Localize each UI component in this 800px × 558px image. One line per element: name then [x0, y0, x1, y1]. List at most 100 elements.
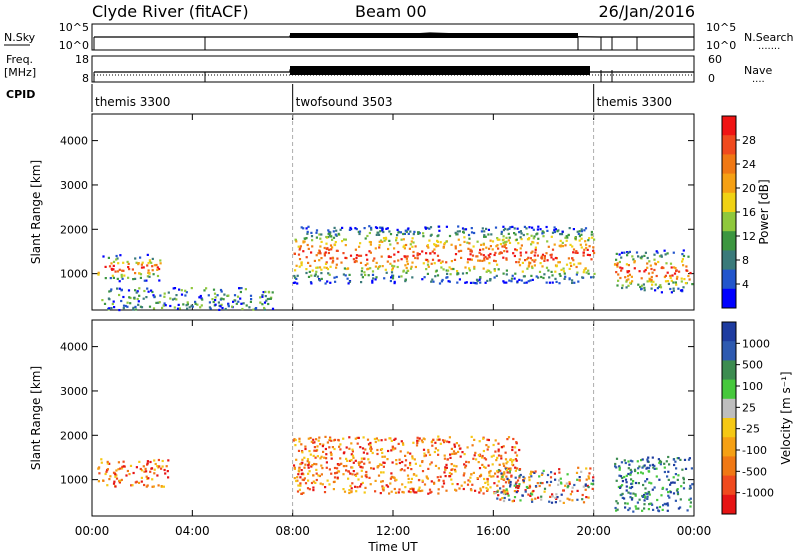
data-cell — [173, 306, 176, 309]
data-cell — [438, 225, 441, 228]
data-cell — [110, 288, 113, 291]
data-cell — [317, 252, 320, 255]
data-cell — [169, 304, 172, 308]
data-cell — [514, 248, 517, 251]
data-cell — [147, 262, 150, 265]
data-cell — [332, 236, 336, 239]
data-cell — [532, 489, 535, 493]
data-cell — [649, 502, 652, 505]
data-cell — [458, 444, 461, 447]
data-cell — [527, 280, 530, 283]
data-cell — [294, 238, 297, 241]
data-cell — [306, 460, 309, 463]
data-cell — [190, 287, 193, 290]
data-cell — [115, 258, 118, 261]
data-cell — [689, 486, 692, 490]
data-cell — [327, 251, 330, 255]
data-cell — [219, 288, 223, 292]
data-cell — [568, 267, 571, 270]
data-cell — [559, 233, 562, 236]
data-cell — [203, 289, 206, 292]
data-cell — [674, 267, 677, 270]
colorbar-swatch — [722, 322, 736, 342]
data-cell — [427, 260, 430, 263]
data-cell — [468, 242, 471, 245]
data-cell — [518, 264, 522, 267]
data-cell — [676, 491, 679, 494]
data-cell — [518, 231, 521, 234]
data-cell — [587, 486, 590, 489]
data-cell — [509, 458, 512, 461]
colorbar-swatch — [722, 398, 736, 419]
data-cell — [666, 475, 669, 478]
data-cell — [646, 458, 649, 461]
colorbar-tick-label: 4 — [742, 278, 749, 291]
data-cell — [437, 449, 440, 452]
data-cell — [646, 266, 649, 269]
data-cell — [461, 227, 465, 230]
data-cell — [363, 457, 366, 460]
data-cell — [553, 472, 556, 475]
data-cell — [590, 482, 593, 485]
data-cell — [659, 284, 662, 287]
data-cell — [342, 273, 345, 276]
data-cell — [357, 461, 360, 464]
data-cell — [405, 266, 408, 270]
data-cell — [295, 479, 298, 483]
data-cell — [658, 255, 662, 258]
colorbar-swatch — [722, 231, 736, 251]
data-cell — [644, 268, 647, 272]
data-cell — [487, 464, 490, 467]
data-cell — [155, 263, 158, 267]
freq-left-tick-bottom: 8 — [82, 72, 89, 85]
data-cell — [436, 254, 440, 257]
data-cell — [508, 470, 511, 473]
data-cell — [531, 226, 534, 229]
data-cell — [592, 246, 595, 249]
data-cell — [451, 452, 454, 455]
data-cell — [421, 460, 424, 463]
data-cell — [615, 479, 618, 482]
data-cell — [559, 477, 562, 480]
y-tick-label: 3000 — [60, 385, 88, 398]
data-cell — [263, 301, 267, 304]
data-cell — [448, 280, 451, 283]
data-cell — [509, 480, 512, 484]
data-cell — [536, 228, 539, 231]
data-cell — [534, 485, 538, 488]
data-cell — [106, 484, 109, 487]
data-cell — [467, 233, 471, 237]
data-cell — [137, 300, 140, 303]
data-cell — [234, 299, 237, 302]
data-cell — [646, 497, 649, 500]
data-cell — [473, 438, 476, 441]
data-cell — [140, 306, 144, 309]
data-cell — [674, 473, 677, 476]
data-cell — [426, 272, 429, 275]
data-cell — [122, 307, 125, 310]
data-cell — [350, 442, 353, 445]
data-cell — [381, 480, 384, 483]
data-cell — [636, 460, 639, 463]
data-cell — [381, 265, 384, 268]
data-cell — [493, 276, 496, 279]
data-cell — [161, 459, 164, 463]
data-cell — [312, 441, 315, 444]
data-cell — [489, 245, 492, 248]
data-cell — [402, 238, 405, 241]
data-cell — [479, 474, 483, 477]
data-cell — [140, 480, 143, 483]
data-cell — [629, 496, 632, 499]
data-cell — [401, 483, 404, 486]
data-cell — [624, 506, 627, 509]
data-cell — [643, 507, 646, 510]
data-cell — [502, 242, 505, 245]
data-cell — [466, 483, 470, 486]
data-cell — [309, 436, 312, 440]
y-tick-label: 2000 — [60, 429, 88, 442]
data-cell — [222, 298, 225, 301]
data-cell — [641, 509, 644, 512]
data-cell — [522, 481, 525, 484]
data-cell — [469, 258, 472, 261]
